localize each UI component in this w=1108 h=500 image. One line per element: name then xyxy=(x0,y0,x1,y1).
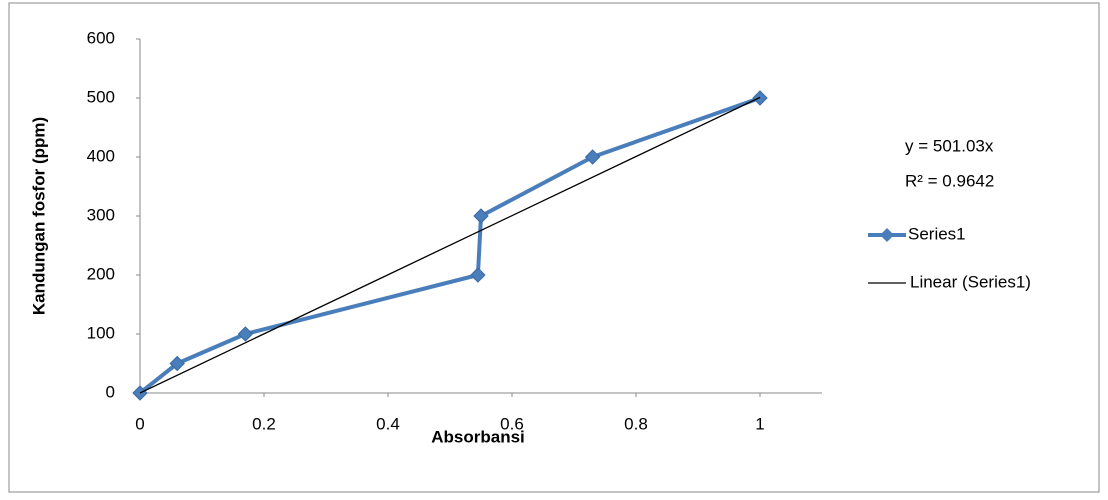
y-tick-label: 600 xyxy=(87,28,115,47)
y-tick-label: 100 xyxy=(87,323,115,342)
x-tick-label: 1 xyxy=(755,414,764,433)
y-tick-label: 500 xyxy=(87,87,115,106)
x-tick-label: 0.2 xyxy=(252,414,276,433)
y-tick-label: 400 xyxy=(87,146,115,165)
r-squared: R² = 0.9642 xyxy=(905,171,994,190)
y-tick-label: 0 xyxy=(106,382,115,401)
legend-marker xyxy=(880,228,894,242)
marker xyxy=(471,268,485,282)
page: Absorbansi Kandungan fosfor (ppm) y = 50… xyxy=(0,0,1108,500)
chart-frame xyxy=(9,3,1099,492)
x-tick-label: 0.4 xyxy=(376,414,400,433)
x-tick-label: 0.8 xyxy=(624,414,648,433)
marker xyxy=(474,209,488,223)
x-tick-label: 0 xyxy=(135,414,144,433)
y-tick-label: 300 xyxy=(87,205,115,224)
x-tick-label: 0.6 xyxy=(500,414,524,433)
trendline xyxy=(140,97,760,393)
chart: Absorbansi Kandungan fosfor (ppm) y = 50… xyxy=(0,0,1108,500)
y-tick-label: 200 xyxy=(87,264,115,283)
legend-label: Series1 xyxy=(908,224,966,243)
equation: y = 501.03x xyxy=(905,136,994,155)
marker xyxy=(238,327,252,341)
legend-label: Linear (Series1) xyxy=(910,272,1031,291)
marker xyxy=(586,150,600,164)
y-axis-title: Kandungan fosfor (ppm) xyxy=(29,117,48,315)
